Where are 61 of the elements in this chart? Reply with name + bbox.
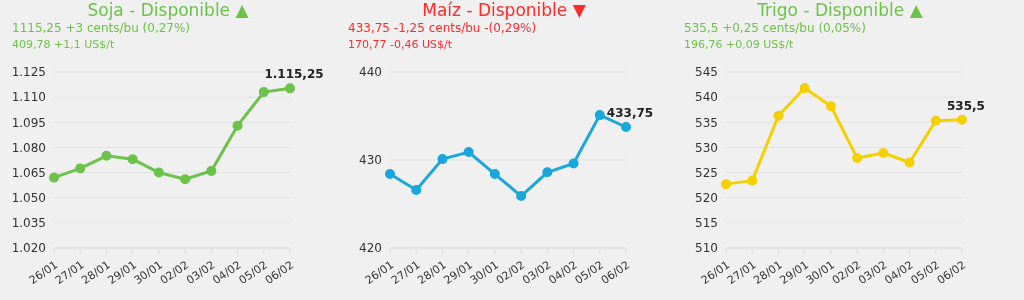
y-tick-label: 545 xyxy=(695,65,718,80)
point xyxy=(206,165,217,176)
y-tick-label: 525 xyxy=(695,165,718,180)
chart-title: Trigo - Disponible ▲ xyxy=(756,0,924,20)
point xyxy=(385,169,395,180)
chart-title: Soja - Disponible ▲ xyxy=(86,0,250,20)
point xyxy=(285,83,295,94)
y-tick-label: 540 xyxy=(695,90,718,105)
text: 170,77 -0,46 US$/t xyxy=(347,37,453,52)
point xyxy=(542,167,553,178)
point xyxy=(411,184,422,195)
y-tick-label: 535 xyxy=(695,115,718,130)
point xyxy=(825,101,836,112)
data-label: 433,75 xyxy=(606,106,654,120)
y-tick-label: 1.050 xyxy=(11,190,46,205)
chart-subtitle: 535,5 +0,25 cents/bu (0,05%) xyxy=(683,20,867,37)
point xyxy=(852,152,863,163)
point xyxy=(594,110,605,121)
point xyxy=(101,150,112,161)
point xyxy=(747,175,758,186)
point xyxy=(180,174,191,185)
point xyxy=(930,115,941,126)
y-tick-label: 1.035 xyxy=(11,216,46,231)
chart-subtitle: 1115,25 +3 cents/bu (0,27%) xyxy=(11,20,192,37)
point xyxy=(568,158,579,169)
point xyxy=(721,179,731,190)
point xyxy=(773,110,784,121)
point xyxy=(153,167,164,178)
point xyxy=(621,122,631,132)
text: 409,78 +1,1 US$/t xyxy=(11,37,116,52)
point xyxy=(878,147,889,158)
point xyxy=(957,114,967,125)
y-tick-label: 1.020 xyxy=(11,241,46,256)
point xyxy=(127,154,138,165)
point xyxy=(49,172,59,183)
y-tick-label: 440 xyxy=(359,65,382,80)
y-tick-label: 1.125 xyxy=(11,65,46,80)
data-label: 1.115,25 xyxy=(264,67,324,82)
point xyxy=(516,191,527,202)
y-tick-label: 1.065 xyxy=(11,165,46,180)
chart-title: Maíz - Disponible ▼ xyxy=(421,0,587,20)
y-tick-label: 515 xyxy=(695,216,718,231)
y-tick-label: 1.095 xyxy=(11,115,46,130)
chart-subtitle: 433,75 -1,25 cents/bu -(0,29%) xyxy=(347,20,538,37)
text: 196,76 +0,09 US$/t xyxy=(683,37,795,52)
point xyxy=(489,169,500,180)
y-tick-label: 530 xyxy=(695,140,718,155)
point xyxy=(904,157,915,168)
point xyxy=(258,87,269,98)
point xyxy=(437,154,448,165)
y-tick-label: 1.080 xyxy=(11,140,46,155)
point xyxy=(463,147,474,158)
point xyxy=(799,83,810,94)
y-tick-label: 510 xyxy=(695,241,718,256)
y-tick-label: 520 xyxy=(695,190,718,205)
y-tick-label: 430 xyxy=(359,153,382,168)
y-tick-label: 1.110 xyxy=(11,90,46,105)
data-label: 535,5 xyxy=(947,98,985,113)
point xyxy=(232,120,243,131)
y-tick-label: 420 xyxy=(359,241,382,256)
point xyxy=(75,163,86,174)
